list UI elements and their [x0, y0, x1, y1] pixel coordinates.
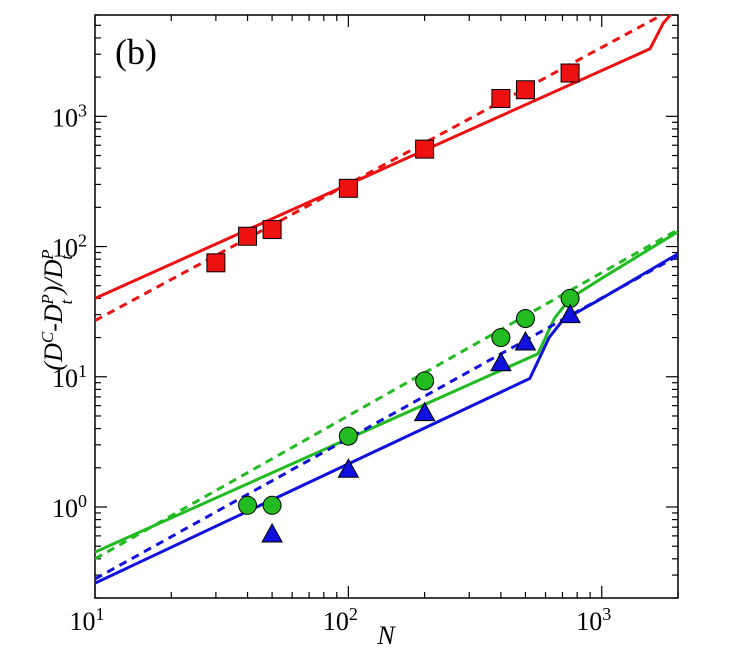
y-title-sub-t2: t [57, 254, 76, 260]
y-tick-base: 10 [52, 103, 78, 132]
x-tick-base: 10 [323, 607, 349, 636]
green-circles-solid-line [95, 230, 678, 554]
y-tick-exponent: 3 [78, 100, 87, 120]
y-tick-base: 10 [52, 234, 78, 263]
x-tick-base: 10 [576, 607, 602, 636]
green-circles-point [262, 495, 282, 515]
blue-triangles-point [337, 458, 360, 478]
x-tick-exponent: 2 [349, 604, 358, 624]
y-tick-label: 100 [52, 491, 87, 523]
data-markers [206, 63, 581, 543]
y-tick-exponent: 1 [78, 361, 87, 381]
green-circles-point [238, 495, 258, 515]
blue-triangles-point [413, 401, 436, 422]
green-circles-point [491, 328, 511, 348]
y-title-sup-p2: P [38, 249, 57, 260]
red-squares-solid-line [95, 15, 673, 300]
green-circles-dashed-line [95, 228, 678, 561]
y-title-open: (D [39, 343, 68, 371]
x-tick-base: 10 [70, 607, 96, 636]
y-tick-exponent: 0 [78, 491, 87, 511]
green-circles-point [338, 426, 358, 446]
red-squares-point [238, 226, 258, 246]
y-tick-label: 103 [52, 100, 87, 132]
x-tick-label: 101 [70, 604, 105, 636]
blue-triangles-point [514, 330, 537, 351]
plot-frame [94, 14, 679, 599]
tick-marks [94, 14, 679, 599]
y-title-close: )/D [39, 259, 68, 296]
panel-label: (b) [115, 32, 157, 72]
y-tick-label: 102 [52, 231, 87, 263]
x-axis-title: N [376, 621, 396, 650]
blue-triangles-point [261, 522, 283, 543]
red-squares-dashed-line [95, 15, 666, 322]
fit-lines [95, 15, 678, 585]
y-tick-base: 10 [52, 364, 78, 393]
y-title-sub-t1: t [57, 298, 76, 304]
x-tick-exponent: 1 [96, 604, 105, 624]
y-tick-label: 101 [52, 361, 87, 393]
green-circles-point [415, 371, 435, 391]
red-squares-point [262, 220, 282, 240]
green-circles-point [515, 309, 535, 329]
blue-triangles-point [490, 351, 512, 372]
red-squares-point [491, 89, 511, 109]
blue-triangles-solid-line [95, 252, 678, 585]
x-tick-exponent: 3 [602, 604, 611, 624]
red-squares-point [338, 178, 358, 198]
y-tick-exponent: 2 [78, 231, 87, 251]
red-squares-point [515, 80, 535, 100]
red-squares-point [206, 253, 226, 273]
y-title-dash: -D [39, 304, 68, 332]
y-tick-base: 10 [52, 494, 78, 523]
red-squares-point [560, 63, 580, 83]
x-tick-label: 103 [576, 604, 611, 636]
blue-triangles-point [559, 303, 581, 324]
red-squares-point [415, 139, 435, 159]
y-title-sup-p1: P [38, 294, 57, 305]
y-axis-title: (DC-DtP)/DtP [38, 249, 76, 370]
y-title-sup-c: C [38, 331, 57, 343]
x-tick-label: 102 [323, 604, 358, 636]
